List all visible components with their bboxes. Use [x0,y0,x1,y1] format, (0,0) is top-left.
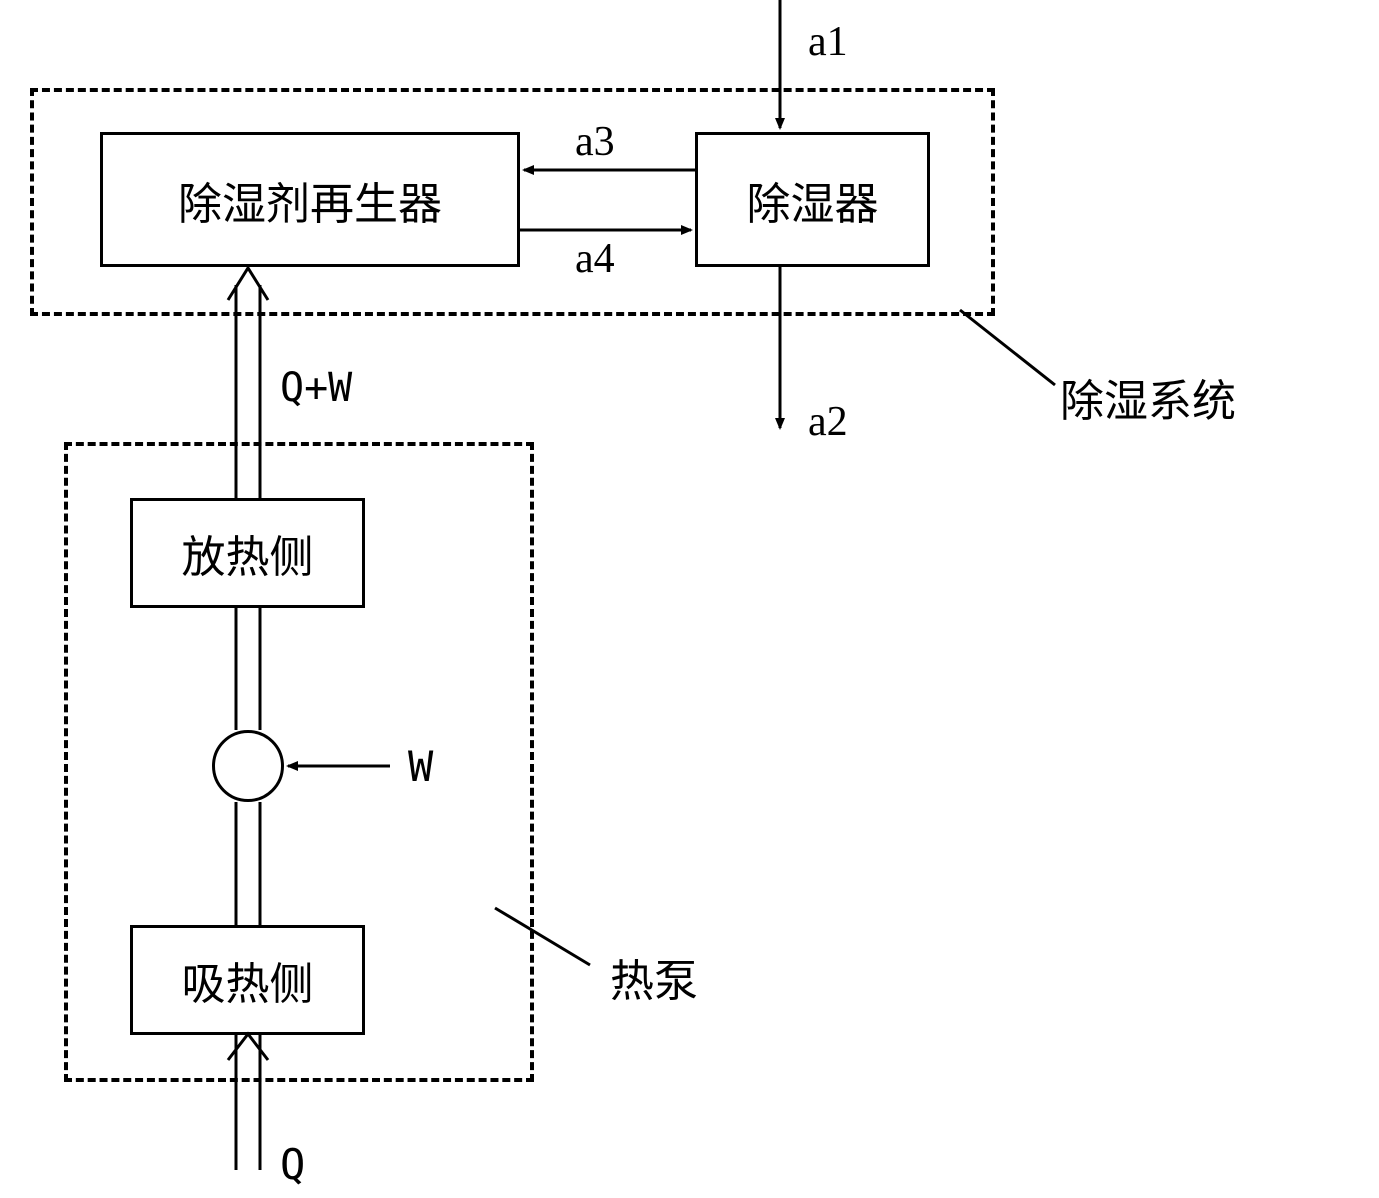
flow-label-w: W [408,742,433,791]
hot-side-box: 放热侧 [130,498,365,608]
flow-label-q: Q [280,1140,305,1189]
cold-side-box: 吸热侧 [130,925,365,1035]
flow-label-a1: a1 [808,18,848,66]
hot-side-label: 放热侧 [182,521,314,585]
regenerator-label: 除湿剂再生器 [178,168,442,232]
dehumidifier-box: 除湿器 [695,132,930,267]
flow-label-a4: a4 [575,235,615,283]
cold-side-label: 吸热侧 [182,948,314,1012]
flow-label-a3: a3 [575,118,615,166]
flow-label-a2: a2 [808,398,848,446]
regenerator-box: 除湿剂再生器 [100,132,520,267]
compressor-circle [212,730,284,802]
dehumidification-system-label: 除湿系统 [1060,365,1236,429]
dehumidifier-label: 除湿器 [747,168,879,232]
heat-pump-label: 热泵 [610,945,698,1009]
flow-label-qw: Q+W [280,365,352,411]
